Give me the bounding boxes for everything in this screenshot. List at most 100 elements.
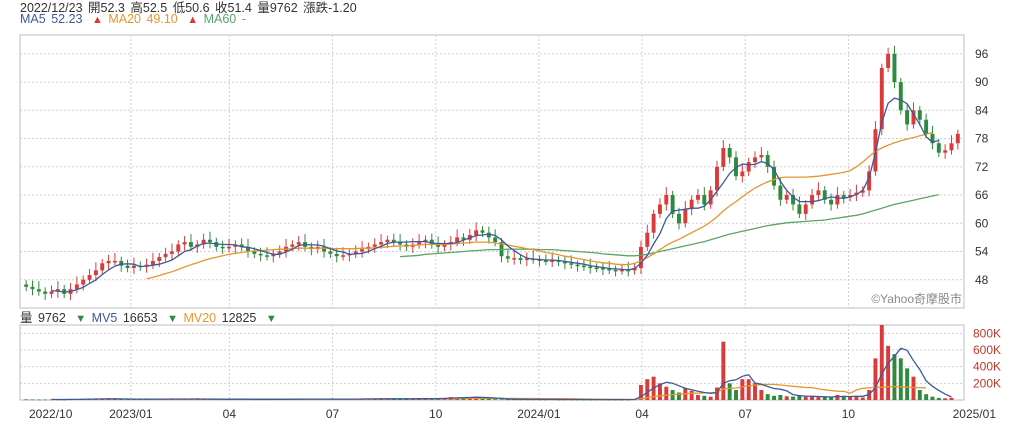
candle-body bbox=[696, 195, 700, 200]
candle-body bbox=[835, 195, 840, 205]
candle-body bbox=[372, 244, 377, 247]
candle-body bbox=[518, 258, 523, 260]
candle-body bbox=[886, 53, 891, 68]
volume-bar bbox=[759, 390, 764, 400]
candle-body bbox=[74, 284, 79, 290]
x-tick-label: 2022/10 bbox=[29, 407, 73, 421]
ma20-value: 49.10 bbox=[146, 12, 178, 26]
candle-body bbox=[334, 253, 339, 257]
y-tick-label: 60 bbox=[975, 216, 989, 230]
candle-body bbox=[474, 230, 479, 236]
volume-panel-frame bbox=[19, 324, 965, 401]
candle-body bbox=[505, 256, 510, 259]
candle-body bbox=[112, 260, 117, 263]
candle-body bbox=[810, 195, 815, 205]
candle-body bbox=[797, 204, 802, 214]
volume-bar bbox=[797, 395, 802, 400]
candle-body bbox=[645, 232, 650, 247]
volume-bar bbox=[829, 397, 834, 400]
volume-bar bbox=[24, 399, 29, 401]
candle-body bbox=[607, 268, 612, 271]
candle-body bbox=[753, 157, 757, 163]
candle-body bbox=[208, 239, 212, 243]
volume-bar bbox=[898, 358, 903, 400]
x-tick-label: 2025/01 bbox=[953, 407, 997, 421]
candle-body bbox=[201, 239, 206, 245]
volume-bar bbox=[873, 358, 878, 400]
volume-bar bbox=[924, 394, 929, 400]
candle-body bbox=[176, 244, 181, 252]
candle-body bbox=[131, 265, 136, 268]
volume-bar bbox=[112, 399, 117, 400]
candle-body bbox=[740, 171, 745, 177]
volume-bar bbox=[753, 383, 757, 400]
candle-body bbox=[360, 249, 365, 252]
volume-bar bbox=[905, 368, 910, 400]
candle-body bbox=[480, 230, 485, 233]
header-open: 開52.3 bbox=[88, 1, 125, 15]
ma60-label: MA60 bbox=[203, 12, 237, 26]
volume-bar bbox=[664, 386, 669, 400]
candle-body bbox=[486, 232, 491, 238]
candle-body bbox=[524, 258, 529, 261]
candle-body bbox=[239, 244, 244, 247]
candle-body bbox=[93, 270, 98, 276]
candle-body bbox=[708, 190, 713, 205]
candle-body bbox=[784, 195, 789, 200]
volume-bar bbox=[43, 399, 48, 401]
mv20-value: 12825 bbox=[221, 311, 257, 325]
volume-bar bbox=[30, 399, 35, 401]
candle-body bbox=[867, 171, 872, 191]
volume-bar bbox=[848, 396, 853, 400]
volume-legend: 量 9762 ▼ MV5 16653 ▼ MV20 12825 ▼ bbox=[20, 307, 279, 326]
candle-body bbox=[594, 267, 599, 270]
volume-bar bbox=[486, 399, 491, 400]
candle-body bbox=[233, 244, 238, 247]
candle-body bbox=[461, 237, 466, 240]
candle-body bbox=[721, 147, 726, 167]
volume-bar bbox=[892, 354, 897, 400]
volume-bar bbox=[854, 396, 859, 400]
volume-bar bbox=[936, 397, 941, 400]
candle-body bbox=[296, 242, 301, 245]
candle-body bbox=[917, 110, 922, 120]
volume-bar bbox=[677, 392, 681, 400]
candle-body bbox=[588, 266, 593, 269]
volume-bar bbox=[810, 396, 815, 400]
candle-body bbox=[657, 204, 662, 214]
candle-body bbox=[677, 213, 681, 224]
candle-body bbox=[87, 275, 92, 280]
volume-bar bbox=[746, 379, 751, 400]
candle-body bbox=[24, 284, 29, 287]
mv5-down-arrow-icon: ▼ bbox=[167, 313, 178, 325]
candle-body bbox=[670, 195, 675, 214]
candle-body bbox=[791, 195, 796, 205]
candle-body bbox=[258, 253, 263, 256]
header-change: 漲跌-1.20 bbox=[303, 1, 357, 15]
volume-bar bbox=[505, 399, 510, 401]
y-tick-label: 96 bbox=[975, 47, 989, 61]
candle-body bbox=[924, 119, 929, 134]
ma60-value: - bbox=[241, 12, 246, 26]
watermark: ©Yahoo奇摩股市 bbox=[871, 291, 962, 306]
volume-bar bbox=[638, 385, 643, 400]
candle-body bbox=[455, 237, 460, 243]
candle-body bbox=[398, 242, 403, 245]
candle-body bbox=[36, 289, 41, 292]
candle-body bbox=[30, 286, 35, 290]
volume-bar bbox=[784, 396, 789, 400]
volume-bar bbox=[740, 379, 745, 400]
volume-bar bbox=[36, 399, 41, 401]
candle-body bbox=[493, 237, 498, 243]
volume-bar bbox=[943, 398, 948, 400]
candle-body bbox=[49, 291, 54, 294]
candle-body bbox=[265, 255, 269, 257]
volume-bar bbox=[689, 390, 694, 400]
volume-bar bbox=[860, 397, 865, 400]
volume-bar bbox=[911, 376, 916, 400]
candle-body bbox=[734, 157, 738, 177]
x-tick-label: 04 bbox=[223, 407, 237, 421]
volume-bar bbox=[816, 397, 821, 400]
candle-body bbox=[829, 199, 834, 205]
